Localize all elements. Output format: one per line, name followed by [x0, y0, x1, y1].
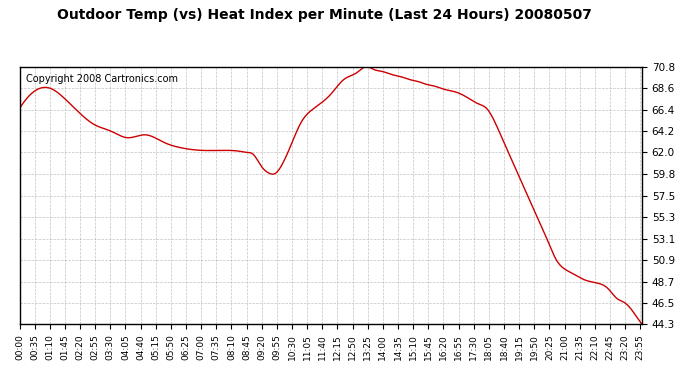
Text: Copyright 2008 Cartronics.com: Copyright 2008 Cartronics.com — [26, 75, 178, 84]
Text: Outdoor Temp (vs) Heat Index per Minute (Last 24 Hours) 20080507: Outdoor Temp (vs) Heat Index per Minute … — [57, 8, 592, 21]
